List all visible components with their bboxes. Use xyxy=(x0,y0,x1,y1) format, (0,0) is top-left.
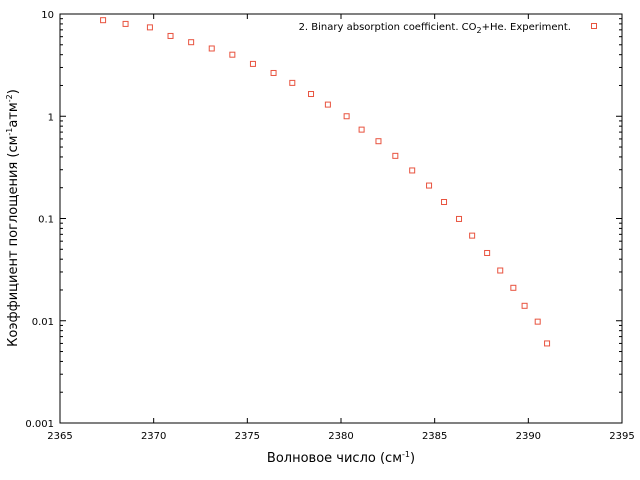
data-point xyxy=(100,17,107,24)
data-point xyxy=(534,318,541,325)
data-point xyxy=(497,267,504,274)
data-point xyxy=(358,126,365,133)
data-point xyxy=(409,167,416,174)
x-axis-label: Волновое число (см-1) xyxy=(267,450,415,466)
x-tick-label: 2370 xyxy=(141,431,166,442)
data-point xyxy=(188,39,195,46)
data-point xyxy=(229,51,236,58)
y-tick-label: 0.001 xyxy=(25,419,54,430)
data-point xyxy=(441,199,448,206)
data-point xyxy=(469,232,476,239)
data-point xyxy=(167,32,174,39)
y-axis-label: Коэффициент поглощения (см-1атм-2) xyxy=(5,89,21,347)
data-point xyxy=(426,182,433,189)
y-tick-label: 1 xyxy=(48,112,54,123)
data-point xyxy=(289,79,296,86)
data-point xyxy=(324,101,331,108)
x-axis: 2365 2370 2375 2380 2385 2390 2395 xyxy=(47,14,635,442)
data-point xyxy=(521,302,528,309)
data-point xyxy=(270,69,277,76)
y-tick-label: 10 xyxy=(41,10,54,21)
x-tick-label: 2390 xyxy=(516,431,541,442)
x-tick-label: 2395 xyxy=(609,431,634,442)
data-point xyxy=(208,45,215,52)
data-point xyxy=(456,215,463,222)
data-point xyxy=(249,60,256,67)
x-tick-label: 2385 xyxy=(422,431,447,442)
data-point xyxy=(484,249,491,256)
plot-frame xyxy=(59,13,623,424)
legend: 2. Binary absorption coefficient. CO2+He… xyxy=(299,22,597,35)
x-tick-label: 2380 xyxy=(328,431,353,442)
data-points xyxy=(100,17,551,347)
data-point xyxy=(343,113,350,120)
y-tick-label: 0.01 xyxy=(32,317,54,328)
x-tick-label: 2375 xyxy=(235,431,260,442)
legend-label: 2. Binary absorption coefficient. CO2+He… xyxy=(299,22,571,35)
data-point xyxy=(392,152,399,159)
data-point xyxy=(544,340,551,347)
data-point xyxy=(375,138,382,145)
data-point xyxy=(308,91,315,98)
y-tick-label: 0.1 xyxy=(38,215,54,226)
data-point xyxy=(146,24,153,31)
data-point xyxy=(510,284,517,291)
y-axis: 0.001 0.01 0.1 1 10 xyxy=(25,10,622,430)
x-tick-label: 2365 xyxy=(47,431,72,442)
legend-marker xyxy=(591,23,597,29)
data-point xyxy=(122,20,129,27)
